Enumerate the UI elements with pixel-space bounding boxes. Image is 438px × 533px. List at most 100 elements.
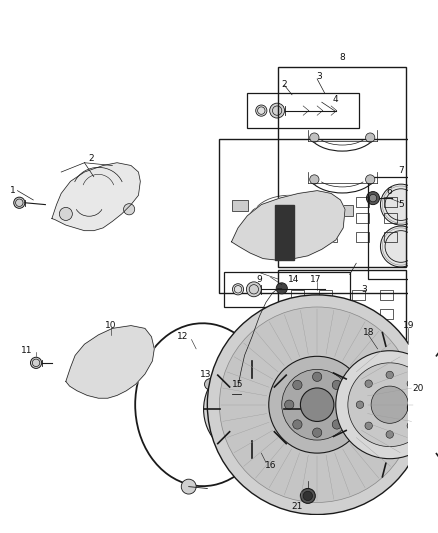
Text: 10: 10 bbox=[105, 321, 116, 330]
Circle shape bbox=[181, 479, 196, 494]
Circle shape bbox=[280, 406, 287, 413]
Circle shape bbox=[365, 422, 372, 430]
Circle shape bbox=[248, 437, 256, 445]
Circle shape bbox=[276, 283, 287, 294]
Circle shape bbox=[381, 226, 421, 267]
Circle shape bbox=[134, 347, 147, 360]
Bar bbox=[379, 346, 392, 357]
Circle shape bbox=[312, 428, 322, 437]
Circle shape bbox=[310, 175, 319, 184]
Bar bbox=[384, 213, 397, 223]
Bar bbox=[291, 327, 304, 338]
Bar bbox=[291, 346, 304, 357]
Circle shape bbox=[371, 386, 408, 423]
Circle shape bbox=[340, 400, 350, 409]
Bar bbox=[356, 232, 369, 242]
Bar bbox=[356, 213, 369, 223]
Circle shape bbox=[270, 103, 285, 118]
Bar bbox=[339, 205, 353, 216]
Circle shape bbox=[205, 378, 215, 390]
Text: 3: 3 bbox=[316, 71, 322, 80]
Circle shape bbox=[256, 105, 267, 116]
Circle shape bbox=[310, 133, 319, 142]
Circle shape bbox=[427, 184, 438, 225]
Text: 16: 16 bbox=[265, 461, 276, 470]
Circle shape bbox=[226, 383, 233, 391]
Circle shape bbox=[300, 488, 315, 503]
Polygon shape bbox=[275, 205, 294, 261]
Circle shape bbox=[369, 195, 377, 202]
Circle shape bbox=[386, 431, 393, 438]
Text: 13: 13 bbox=[200, 370, 211, 379]
Circle shape bbox=[285, 400, 294, 409]
Circle shape bbox=[410, 401, 423, 414]
Circle shape bbox=[233, 284, 244, 295]
Circle shape bbox=[98, 354, 124, 381]
Circle shape bbox=[219, 307, 415, 503]
Circle shape bbox=[332, 420, 342, 429]
Bar bbox=[352, 309, 364, 319]
Circle shape bbox=[247, 282, 261, 297]
Circle shape bbox=[348, 363, 431, 447]
Circle shape bbox=[269, 357, 366, 453]
Polygon shape bbox=[66, 326, 154, 398]
Circle shape bbox=[248, 374, 256, 382]
Text: 11: 11 bbox=[21, 346, 32, 355]
Circle shape bbox=[407, 398, 426, 417]
Circle shape bbox=[14, 197, 25, 208]
Bar bbox=[291, 232, 304, 242]
Bar bbox=[356, 197, 369, 207]
Bar bbox=[379, 309, 392, 319]
Bar bbox=[384, 232, 397, 242]
Bar bbox=[319, 290, 332, 301]
Circle shape bbox=[356, 401, 364, 408]
Text: 17: 17 bbox=[310, 274, 321, 284]
Bar bbox=[291, 309, 304, 319]
Circle shape bbox=[312, 372, 322, 382]
Circle shape bbox=[367, 191, 379, 205]
Bar bbox=[324, 213, 337, 223]
Text: 9: 9 bbox=[257, 274, 262, 284]
Circle shape bbox=[303, 491, 312, 500]
Circle shape bbox=[222, 389, 232, 398]
Text: 15: 15 bbox=[232, 379, 244, 389]
Text: 19: 19 bbox=[403, 321, 414, 330]
Text: 8: 8 bbox=[339, 53, 345, 62]
Circle shape bbox=[124, 204, 135, 215]
Bar bbox=[291, 197, 304, 207]
Text: 7: 7 bbox=[398, 166, 404, 175]
Bar bbox=[278, 67, 406, 267]
Circle shape bbox=[204, 361, 300, 458]
Circle shape bbox=[217, 406, 224, 413]
Circle shape bbox=[239, 397, 265, 422]
Circle shape bbox=[215, 372, 289, 447]
Circle shape bbox=[207, 295, 427, 514]
Text: 20: 20 bbox=[412, 384, 424, 393]
Circle shape bbox=[59, 207, 72, 221]
Text: 3: 3 bbox=[361, 285, 367, 294]
Bar bbox=[319, 327, 332, 338]
Text: 12: 12 bbox=[177, 332, 188, 341]
Circle shape bbox=[293, 420, 302, 429]
Circle shape bbox=[366, 175, 375, 184]
Text: 1: 1 bbox=[10, 186, 16, 195]
Circle shape bbox=[271, 383, 278, 391]
Circle shape bbox=[229, 386, 275, 433]
Circle shape bbox=[407, 380, 414, 387]
Circle shape bbox=[416, 401, 423, 408]
Circle shape bbox=[300, 388, 334, 422]
Circle shape bbox=[407, 422, 414, 430]
Bar bbox=[379, 290, 392, 301]
Bar bbox=[324, 232, 337, 242]
Bar bbox=[352, 290, 364, 301]
Bar bbox=[247, 93, 359, 128]
Circle shape bbox=[31, 357, 42, 368]
Text: 2: 2 bbox=[282, 80, 287, 89]
Circle shape bbox=[386, 371, 393, 378]
Bar bbox=[384, 197, 397, 207]
Bar bbox=[219, 140, 420, 293]
Circle shape bbox=[102, 359, 119, 376]
Circle shape bbox=[381, 184, 421, 225]
Bar bbox=[319, 346, 332, 357]
Text: 14: 14 bbox=[288, 274, 300, 284]
